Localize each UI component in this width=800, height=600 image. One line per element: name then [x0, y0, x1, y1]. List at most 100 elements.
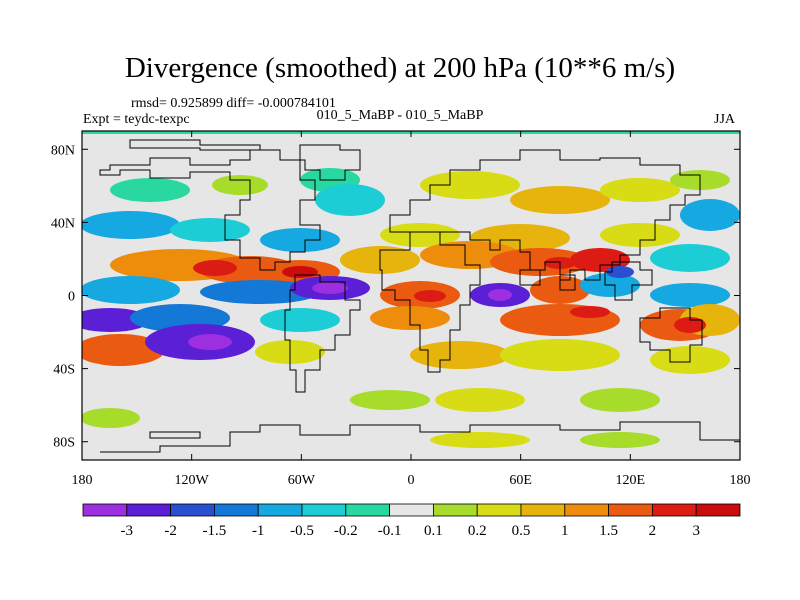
- colorbar-swatch: [520, 503, 566, 517]
- x-tick-label: 180: [730, 473, 751, 488]
- colorbar-label: 1: [561, 523, 569, 539]
- coastline: [129, 139, 261, 151]
- y-tick-label: 0: [68, 290, 75, 305]
- chart-title: Divergence (smoothed) at 200 hPa (10**6 …: [124, 52, 676, 84]
- coastline: [379, 231, 481, 373]
- experiment-label: Expt = teydc-texpc: [83, 112, 190, 127]
- colorbar-swatch: [126, 503, 172, 517]
- y-tick-label: 80N: [51, 143, 75, 158]
- coastline: [519, 269, 541, 286]
- contour-blob: [430, 432, 530, 448]
- x-tick-label: 60E: [509, 473, 532, 488]
- contour-blob: [82, 408, 140, 428]
- colorbar-label: 0.5: [512, 523, 531, 539]
- contour-core: [193, 260, 237, 276]
- cases-label: 010_5_MaBP - 010_5_MaBP: [316, 108, 484, 123]
- contour-blob: [82, 211, 180, 239]
- colorbar-swatch: [257, 503, 303, 517]
- contour-blob: [170, 218, 250, 242]
- colorbar-label: 0.1: [424, 523, 443, 539]
- contour-blob: [580, 388, 660, 412]
- colorbar-swatch: [345, 503, 390, 517]
- colorbar-swatch: [82, 503, 128, 517]
- y-tick-label: 40N: [51, 216, 75, 231]
- colorbar-label: -0.1: [378, 523, 402, 539]
- contour-blob: [260, 228, 340, 252]
- colorbar-swatch: [432, 503, 478, 517]
- contour-blob: [580, 432, 660, 448]
- contour-blob: [212, 175, 268, 195]
- colorbar-swatch: [608, 503, 653, 517]
- colorbar-swatch: [564, 503, 609, 517]
- contour-core: [414, 290, 446, 302]
- contour-core: [488, 289, 512, 301]
- contour-core: [674, 317, 706, 333]
- colorbar-label: -1.5: [203, 523, 227, 539]
- coastline: [389, 149, 701, 281]
- x-tick-label: 120W: [175, 473, 210, 488]
- contour-blob: [315, 184, 385, 216]
- colorbar-label: -1: [252, 523, 265, 539]
- contour-blob: [680, 199, 740, 231]
- contour-blob: [500, 339, 620, 371]
- coastline: [99, 149, 321, 271]
- coastline: [639, 307, 703, 363]
- contour-blob: [600, 178, 680, 202]
- contour-blob: [650, 244, 730, 272]
- colorbar-swatch: [213, 503, 259, 517]
- coastline: [284, 274, 361, 393]
- axis-ticks: 180 120W 60W 0 60E 120E 180 80N 40N 0 40S 80S: [51, 131, 751, 488]
- contour-blob: [410, 341, 510, 369]
- colorbar-label: 3: [692, 523, 700, 539]
- y-tick-label: 80S: [53, 436, 75, 451]
- contour-core: [312, 282, 348, 294]
- contour-blob: [420, 171, 520, 199]
- colorbar-swatch: [695, 503, 741, 517]
- coastline-layer: [99, 139, 740, 453]
- contour-blob: [350, 390, 430, 410]
- coastline: [149, 431, 201, 439]
- colorbar-swatch: [170, 503, 215, 517]
- colorbar-label: -2: [164, 523, 177, 539]
- contour-blob: [82, 276, 180, 304]
- colorbar-label: -3: [121, 523, 134, 539]
- coastline: [299, 144, 361, 181]
- y-tick-label: 40S: [53, 363, 75, 378]
- contour-core: [282, 266, 318, 278]
- contour-core: [188, 334, 232, 350]
- contour-blob: [490, 248, 590, 276]
- contour-core: [606, 266, 634, 278]
- coastline: [559, 274, 576, 291]
- contour-blob: [650, 283, 730, 307]
- contour-blob: [510, 186, 610, 214]
- colorbar-label: -0.5: [290, 523, 314, 539]
- colorbar-swatch: [389, 503, 434, 517]
- contour-blob: [260, 373, 340, 397]
- contour-blob: [570, 248, 630, 272]
- contour-core: [570, 306, 610, 318]
- x-tick-label: 0: [408, 473, 415, 488]
- contour-blob: [82, 334, 165, 366]
- coastline: [100, 421, 740, 453]
- coastline: [604, 261, 653, 301]
- x-tick-label: 120E: [616, 473, 646, 488]
- contour-core: [90, 313, 130, 327]
- x-tick-label: 180: [72, 473, 93, 488]
- colorbar-label: 1.5: [599, 523, 618, 539]
- contour-blob: [435, 388, 525, 412]
- contour-blob: [110, 178, 190, 202]
- colorbar: -3 -2 -1.5 -1 -0.5 -0.2 -0.1 0.1 0.2 0.5 1 1.5 2 3: [82, 503, 741, 539]
- contour-blob: [600, 223, 680, 247]
- season-label: JJA: [714, 112, 736, 127]
- map-field: [82, 131, 740, 460]
- contour-blob: [260, 308, 340, 332]
- stats-label: rmsd= 0.925899 diff= -0.000784101: [131, 96, 336, 111]
- colorbar-swatch: [652, 503, 697, 517]
- colorbar-swatch: [476, 503, 522, 517]
- colorbar-label: 0.2: [468, 523, 487, 539]
- x-tick-label: 60W: [288, 473, 316, 488]
- colorbar-label: -0.2: [334, 523, 358, 539]
- colorbar-label: 2: [649, 523, 657, 539]
- colorbar-swatch: [301, 503, 347, 517]
